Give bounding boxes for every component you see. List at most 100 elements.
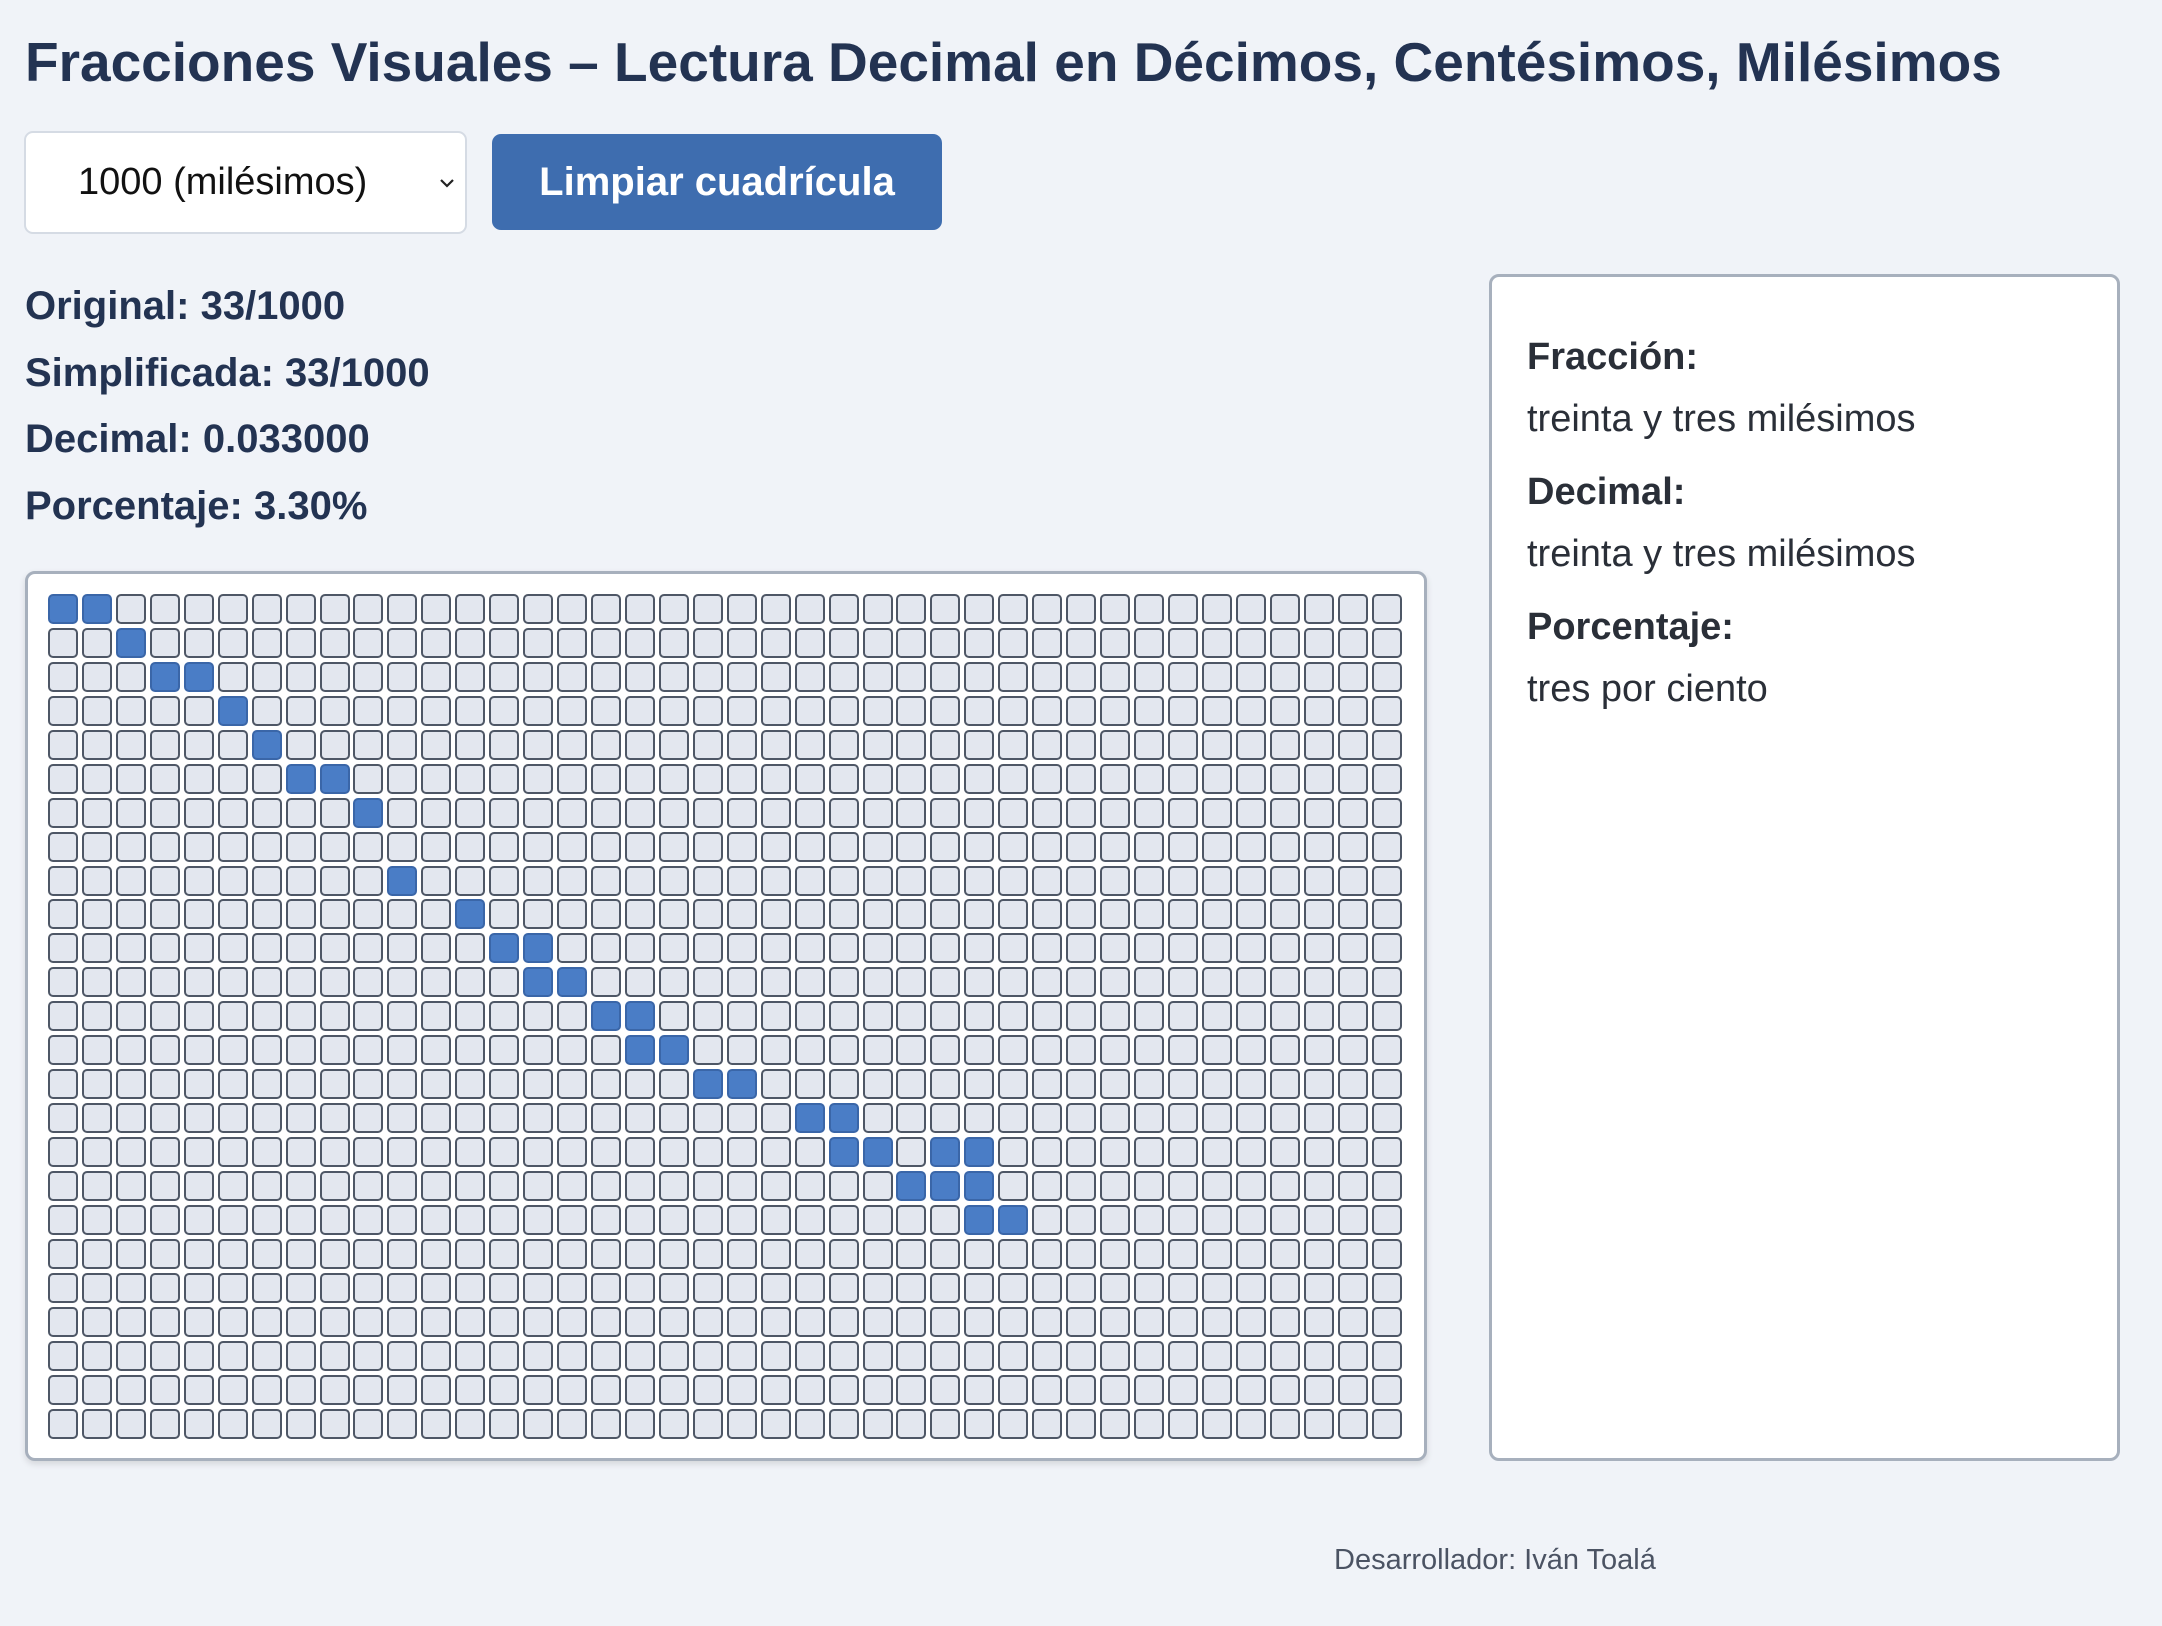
grid-cell[interactable] xyxy=(523,1238,554,1269)
grid-cell[interactable] xyxy=(998,797,1029,828)
grid-cell[interactable] xyxy=(319,627,350,658)
grid-cell[interactable] xyxy=(1201,1374,1232,1405)
grid-cell[interactable] xyxy=(115,594,146,625)
grid-cell[interactable] xyxy=(1100,729,1131,760)
grid-cell[interactable] xyxy=(115,1272,146,1303)
grid-cell[interactable] xyxy=(455,1035,486,1066)
grid-cell[interactable] xyxy=(319,695,350,726)
grid-cell[interactable] xyxy=(896,729,927,760)
grid-cell[interactable] xyxy=(1066,1170,1097,1201)
grid-cell[interactable] xyxy=(591,1408,622,1439)
grid-cell[interactable] xyxy=(896,627,927,658)
grid-cell[interactable] xyxy=(421,865,452,896)
grid-cell[interactable] xyxy=(387,967,418,998)
grid-cell[interactable] xyxy=(489,661,520,692)
grid-cell[interactable] xyxy=(1066,594,1097,625)
grid-cell[interactable] xyxy=(692,1001,723,1032)
grid-cell[interactable] xyxy=(1235,899,1266,930)
grid-cell[interactable] xyxy=(862,1340,893,1371)
grid-cell[interactable] xyxy=(217,594,248,625)
grid-cell[interactable] xyxy=(624,933,655,964)
grid-cell[interactable] xyxy=(1235,933,1266,964)
grid-cell[interactable] xyxy=(48,594,79,625)
grid-cell[interactable] xyxy=(319,831,350,862)
grid-cell[interactable] xyxy=(1066,899,1097,930)
grid-cell[interactable] xyxy=(387,1408,418,1439)
grid-cell[interactable] xyxy=(1066,1204,1097,1235)
grid-cell[interactable] xyxy=(523,797,554,828)
grid-cell[interactable] xyxy=(1303,1408,1334,1439)
grid-cell[interactable] xyxy=(353,1204,384,1235)
grid-cell[interactable] xyxy=(1235,1204,1266,1235)
grid-cell[interactable] xyxy=(692,899,723,930)
grid-cell[interactable] xyxy=(964,1170,995,1201)
grid-cell[interactable] xyxy=(658,594,689,625)
grid-cell[interactable] xyxy=(48,1103,79,1134)
grid-cell[interactable] xyxy=(48,1204,79,1235)
grid-cell[interactable] xyxy=(387,763,418,794)
denominator-select[interactable]: 1000 (milésimos) xyxy=(24,131,467,234)
grid-cell[interactable] xyxy=(930,1408,961,1439)
grid-cell[interactable] xyxy=(828,1001,859,1032)
grid-cell[interactable] xyxy=(760,1374,791,1405)
grid-cell[interactable] xyxy=(1167,1408,1198,1439)
grid-cell[interactable] xyxy=(557,1170,588,1201)
grid-cell[interactable] xyxy=(353,899,384,930)
grid-cell[interactable] xyxy=(930,1137,961,1168)
grid-cell[interactable] xyxy=(896,1340,927,1371)
grid-cell[interactable] xyxy=(692,729,723,760)
grid-cell[interactable] xyxy=(1201,797,1232,828)
grid-cell[interactable] xyxy=(862,1170,893,1201)
grid-cell[interactable] xyxy=(624,1001,655,1032)
grid-cell[interactable] xyxy=(1303,695,1334,726)
grid-cell[interactable] xyxy=(862,1001,893,1032)
grid-cell[interactable] xyxy=(489,933,520,964)
grid-cell[interactable] xyxy=(760,1170,791,1201)
grid-cell[interactable] xyxy=(149,967,180,998)
grid-cell[interactable] xyxy=(1100,1204,1131,1235)
grid-cell[interactable] xyxy=(183,1408,214,1439)
grid-cell[interactable] xyxy=(964,1035,995,1066)
grid-cell[interactable] xyxy=(319,763,350,794)
grid-cell[interactable] xyxy=(1269,1001,1300,1032)
grid-cell[interactable] xyxy=(896,1374,927,1405)
grid-cell[interactable] xyxy=(658,729,689,760)
grid-cell[interactable] xyxy=(455,899,486,930)
grid-cell[interactable] xyxy=(387,899,418,930)
grid-cell[interactable] xyxy=(726,1035,757,1066)
grid-cell[interactable] xyxy=(1235,967,1266,998)
grid-cell[interactable] xyxy=(1066,1001,1097,1032)
grid-cell[interactable] xyxy=(183,933,214,964)
grid-cell[interactable] xyxy=(81,1272,112,1303)
grid-cell[interactable] xyxy=(217,1408,248,1439)
grid-cell[interactable] xyxy=(387,627,418,658)
grid-cell[interactable] xyxy=(387,1272,418,1303)
grid-cell[interactable] xyxy=(319,1137,350,1168)
grid-cell[interactable] xyxy=(115,729,146,760)
grid-cell[interactable] xyxy=(455,763,486,794)
grid-cell[interactable] xyxy=(591,1001,622,1032)
grid-cell[interactable] xyxy=(591,1103,622,1134)
grid-cell[interactable] xyxy=(183,1204,214,1235)
grid-cell[interactable] xyxy=(217,899,248,930)
grid-cell[interactable] xyxy=(1167,831,1198,862)
grid-cell[interactable] xyxy=(930,1001,961,1032)
grid-cell[interactable] xyxy=(998,1306,1029,1337)
grid-cell[interactable] xyxy=(692,627,723,658)
grid-cell[interactable] xyxy=(285,695,316,726)
grid-cell[interactable] xyxy=(48,1137,79,1168)
grid-cell[interactable] xyxy=(217,695,248,726)
grid-cell[interactable] xyxy=(1100,1035,1131,1066)
grid-cell[interactable] xyxy=(523,865,554,896)
grid-cell[interactable] xyxy=(81,1170,112,1201)
grid-cell[interactable] xyxy=(624,831,655,862)
grid-cell[interactable] xyxy=(1032,1001,1063,1032)
grid-cell[interactable] xyxy=(896,1408,927,1439)
grid-cell[interactable] xyxy=(81,1137,112,1168)
grid-cell[interactable] xyxy=(828,967,859,998)
grid-cell[interactable] xyxy=(828,729,859,760)
grid-cell[interactable] xyxy=(1337,594,1368,625)
grid-cell[interactable] xyxy=(1066,1238,1097,1269)
grid-cell[interactable] xyxy=(930,763,961,794)
grid-cell[interactable] xyxy=(726,933,757,964)
